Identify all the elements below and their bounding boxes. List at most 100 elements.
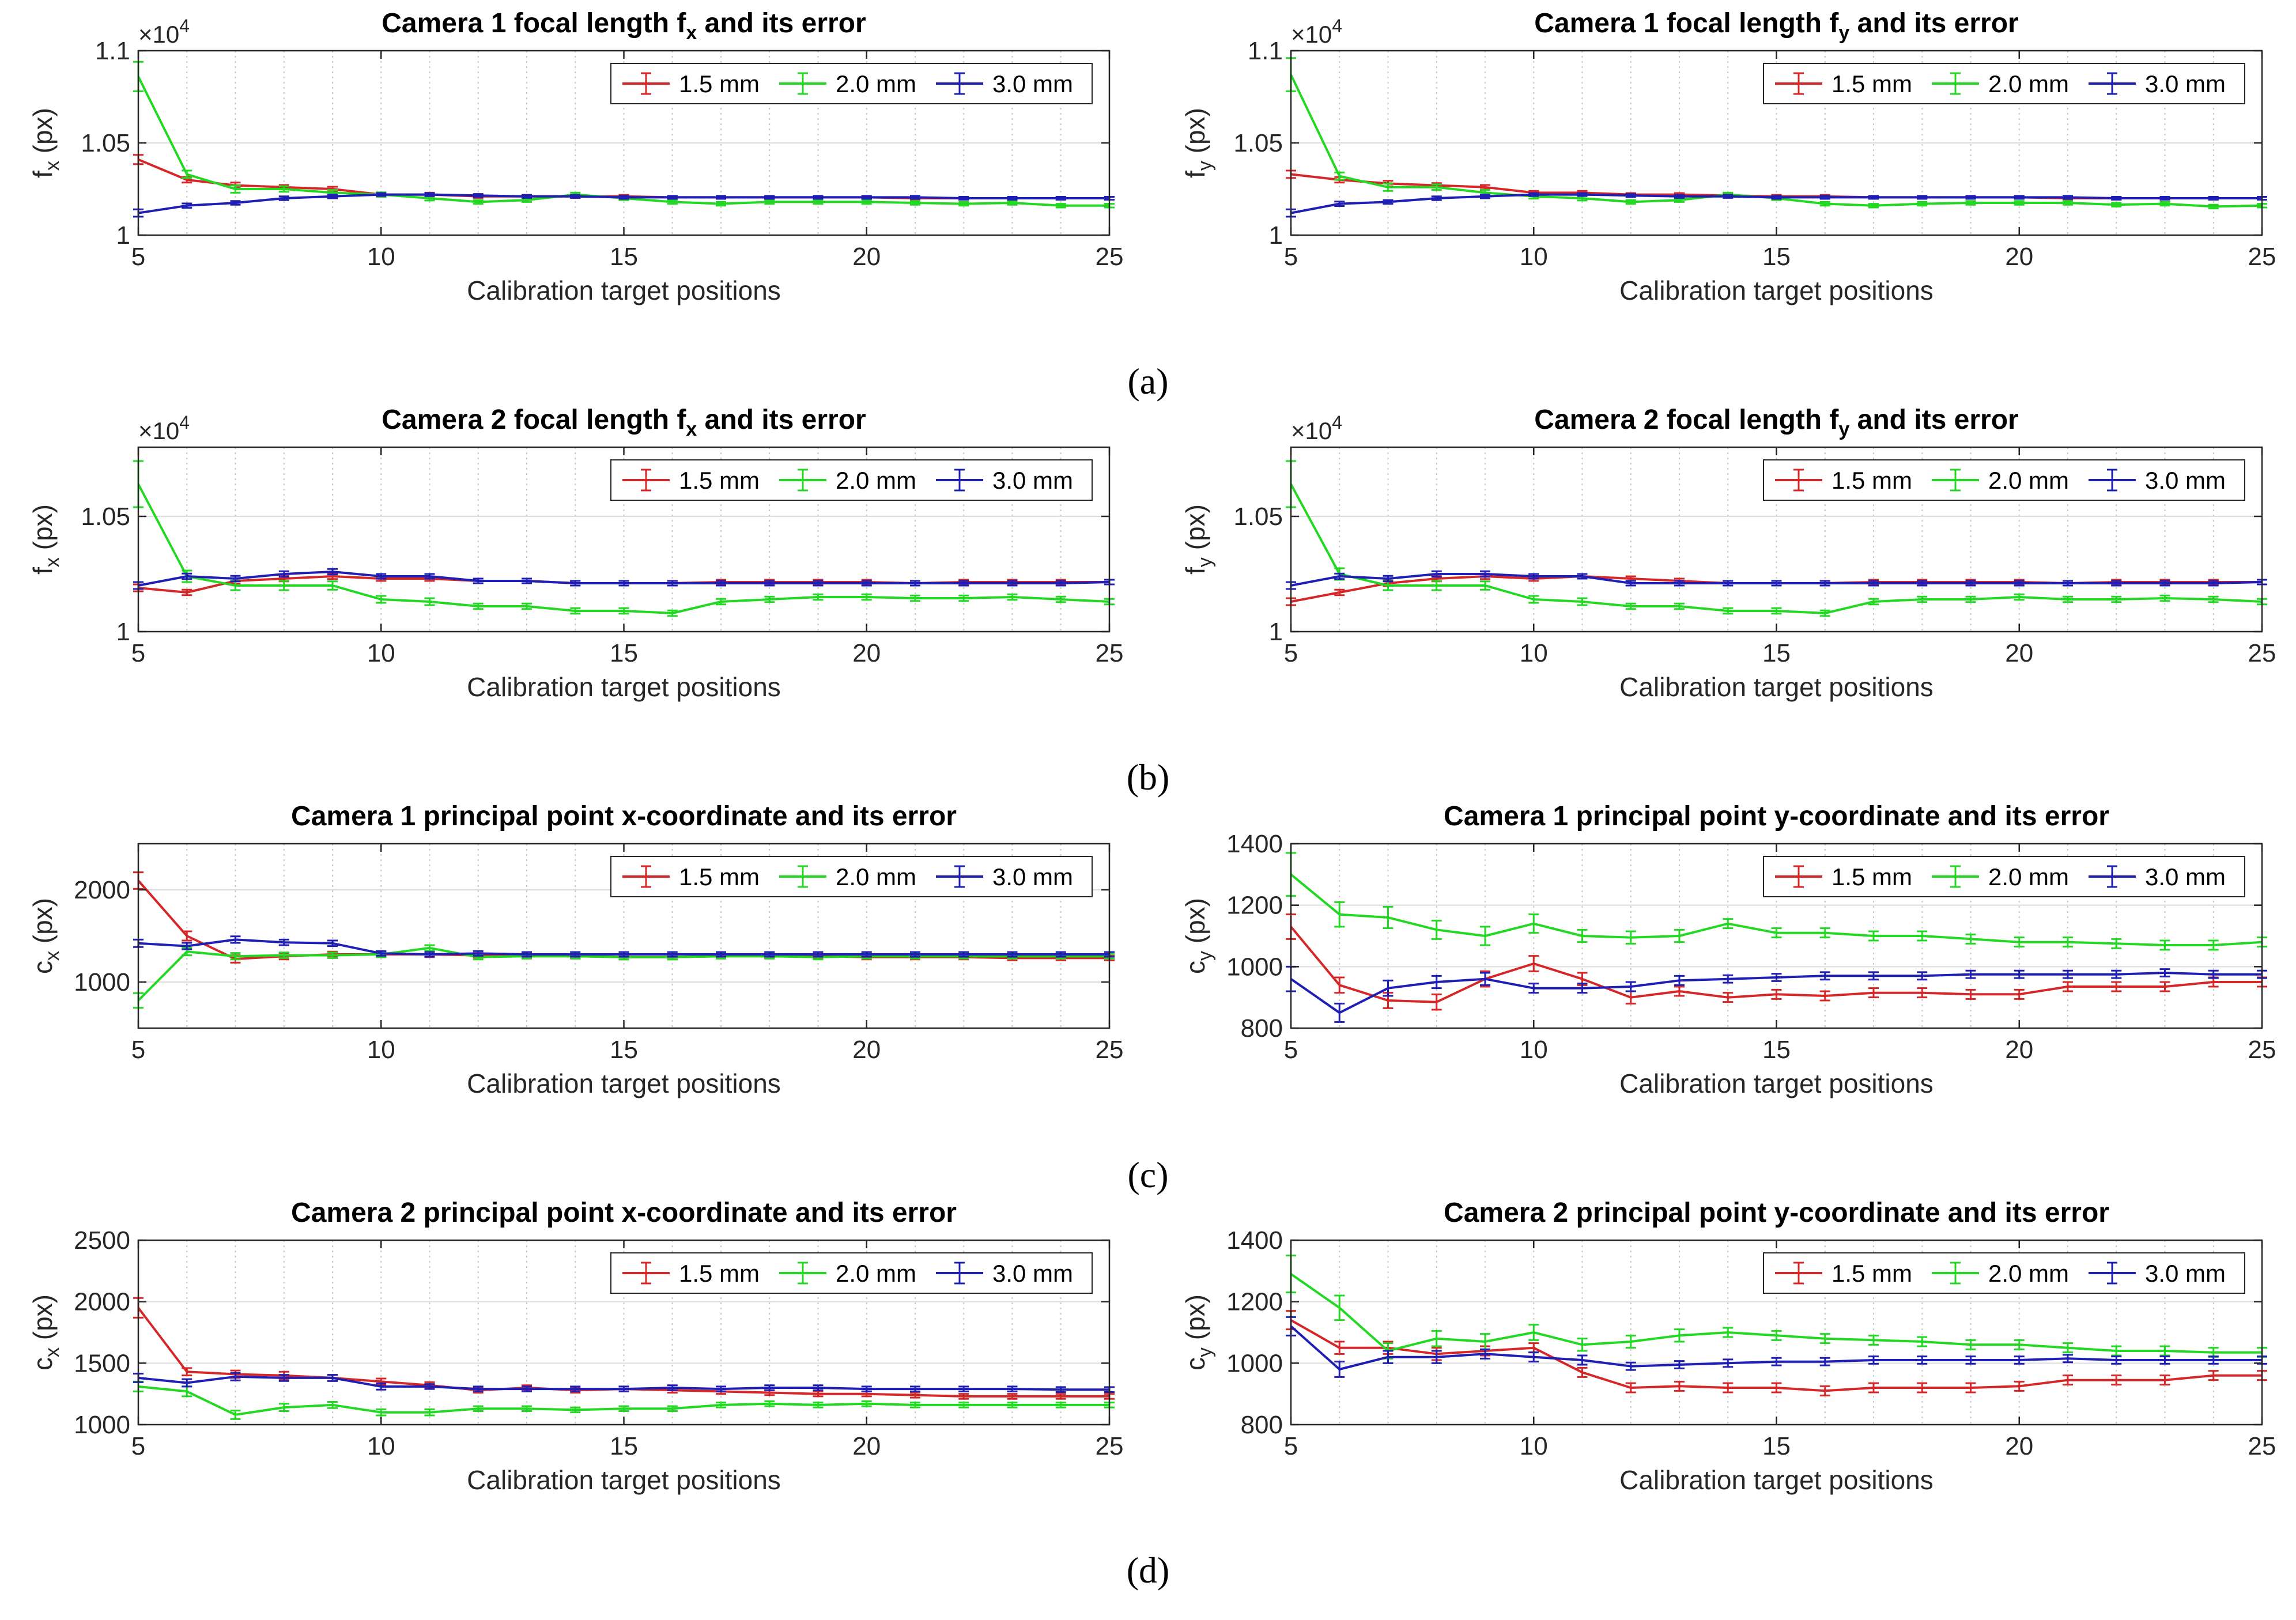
error-bar [230,1409,241,1420]
y-tick-label: 2500 [74,1226,130,1255]
chart-c2fy: 5 10 15 20 25 1 1.05 Camera 2 focal length fy a… [1180,405,2276,702]
error-bar [1674,975,1685,986]
error-bar [1431,1350,1442,1364]
x-tick-label: 15 [610,1432,638,1460]
chart-c2cx: 5 10 15 20 25 1000 1500 2000 2500 Camera 2 princi… [28,1198,1123,1495]
error-bar [1334,1361,1345,1378]
error-bar [813,199,824,205]
legend-box [610,459,1093,501]
legend-label: 1.5 mm [679,70,760,97]
error-bar [1055,195,1066,201]
error-bar [1625,1382,1636,1394]
error-bar [2111,1345,2122,1357]
error-bar [2014,936,2025,948]
legend-item: 1.5 mm [1775,1260,1912,1287]
error-bar [1055,1402,1066,1408]
error-bar [1771,927,1782,939]
error-bar [1055,580,1066,587]
legend-label: 3.0 mm [992,467,1073,494]
error-bar [861,593,872,601]
error-bar [1819,990,1830,1002]
x-tick-label: 25 [1096,243,1124,271]
error-bar [1007,1385,1018,1392]
legend-item: 2.0 mm [779,467,916,494]
error-bar [910,1392,920,1399]
error-bar [1625,1361,1636,1371]
error-bar [1528,573,1539,580]
error-bar [473,199,484,205]
error-bar [1917,595,1928,603]
error-bar [958,1393,969,1400]
error-bar [1674,602,1685,610]
error-bar [2063,981,2073,992]
error-bar [522,1385,532,1392]
error-bar [716,195,726,200]
error-bar [667,951,678,958]
error-bar [424,573,435,580]
y-tick-label: 1.05 [1233,503,1283,531]
legend-item: 2.0 mm [1932,863,2069,890]
error-bar [2111,580,2122,587]
error-bar [958,1402,969,1408]
error-bar [1055,1393,1066,1400]
x-tick-label: 15 [1762,1432,1791,1460]
error-bar [376,595,387,604]
error-bar [570,951,581,958]
error-bar [1674,1328,1685,1343]
error-bar [2063,1374,2073,1386]
y-tick-label: 1 [1269,618,1283,646]
error-bar [1334,572,1345,580]
x-tick-label: 10 [1520,639,1548,667]
x-tick-label: 15 [1762,639,1791,667]
error-bar [1965,988,1976,1000]
chart-c1fx: 5 10 15 20 25 1 1.05 1.1 Camera 1 focal length f… [28,8,1123,305]
y-tick-label: 1000 [1226,1349,1283,1377]
y-tick-label: 1.1 [1248,37,1283,65]
y-axis-label: fy (px) [1180,108,1216,178]
error-bar [1383,1350,1394,1364]
error-bar [1383,979,1394,997]
error-bar [1965,933,1976,945]
error-bar [473,577,484,584]
x-axis-label: Calibration target positions [467,1465,781,1495]
error-bar [2111,202,2122,207]
legend-label: 3.0 mm [992,863,1073,890]
error-bar [182,169,192,179]
legend-label: 2.0 mm [1988,863,2069,890]
error-bar [716,580,726,587]
error-bar [910,1385,920,1392]
error-bar [667,1405,678,1413]
legend-item: 2.0 mm [1932,70,2069,97]
legend-box [610,1252,1093,1294]
error-bar [1334,976,1345,994]
error-bar [230,1372,241,1381]
legend-label: 3.0 mm [2145,70,2226,97]
error-bar [182,202,192,209]
error-bar [376,573,387,580]
error-bar [764,951,775,958]
legend-item: 1.5 mm [1775,467,1912,494]
error-bar [2063,936,2073,948]
error-bar [716,201,726,207]
x-axis-label: Calibration target positions [1619,1465,1934,1495]
error-bar [182,572,192,580]
error-bar [1771,1330,1782,1341]
error-bar [2111,1355,2122,1365]
error-bar [2111,595,2122,603]
x-tick-label: 5 [131,1432,145,1460]
error-bar [182,930,192,942]
error-bar [910,1402,920,1408]
legend-item: 1.5 mm [622,70,760,97]
error-bar [327,1374,338,1382]
legend-label: 1.5 mm [679,467,760,494]
error-bar [1431,993,1442,1011]
x-tick-label: 10 [1520,243,1548,271]
error-bar [1625,981,1636,992]
error-bar [1819,927,1830,939]
error-bar [1528,955,1539,972]
error-bar [1868,598,1879,606]
error-bar [1965,1355,1976,1365]
legend-box [1763,856,2245,897]
y-tick-label: 1 [1269,221,1283,250]
error-bar [327,194,338,199]
